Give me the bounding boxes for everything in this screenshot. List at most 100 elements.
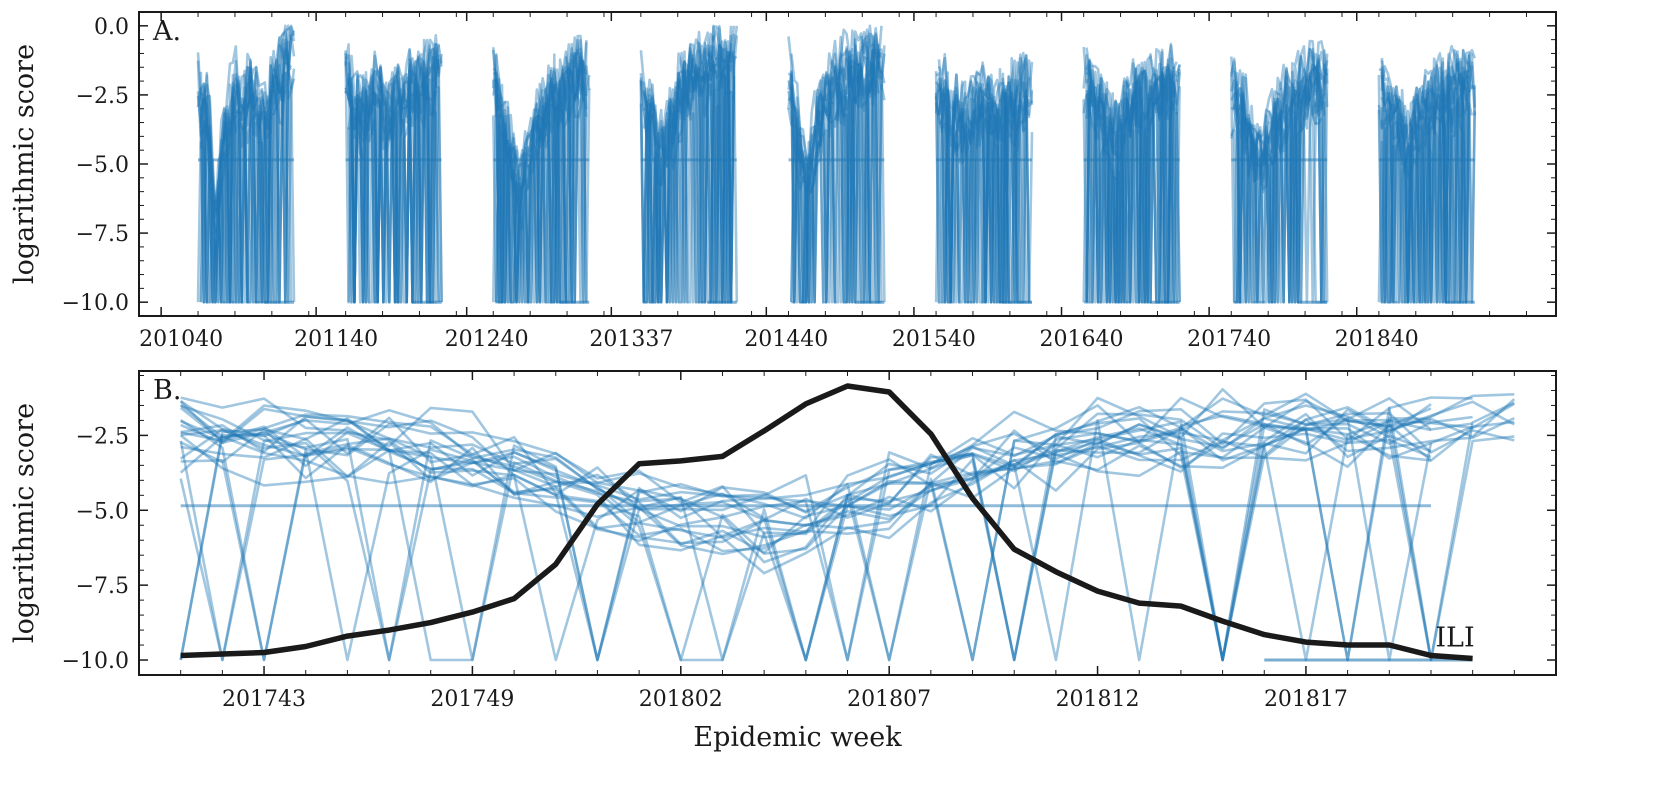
forecast-line bbox=[199, 51, 290, 304]
forecast-line bbox=[1230, 39, 1329, 304]
forecast-line bbox=[1234, 89, 1323, 304]
forecast-line bbox=[1085, 57, 1181, 304]
forecast-line bbox=[1377, 93, 1474, 304]
forecast-line bbox=[791, 48, 882, 304]
forecast-line bbox=[1085, 66, 1181, 304]
forecast-line bbox=[344, 43, 440, 304]
forecast-line bbox=[180, 404, 1433, 662]
forecast-line bbox=[347, 55, 438, 304]
forecast-line bbox=[1232, 72, 1328, 304]
forecast-line bbox=[642, 50, 736, 304]
y-tick-label: −10.0 bbox=[62, 649, 129, 674]
forecast-line bbox=[1232, 44, 1329, 304]
x-tick-label: 201743 bbox=[222, 687, 306, 712]
x-tick-label: 201812 bbox=[1056, 687, 1140, 712]
forecast-line bbox=[938, 91, 1027, 304]
panel-a: 0.0 −2.5 −5.0 −7.5 −10.0 201040 201140 201240 20… bbox=[9, 11, 1557, 352]
forecast-line bbox=[1082, 68, 1181, 304]
forecast-line bbox=[642, 24, 733, 304]
season-201540-lines bbox=[934, 51, 1034, 304]
y-tick-label: −2.5 bbox=[76, 424, 129, 449]
forecast-line bbox=[199, 24, 296, 304]
forecast-line bbox=[1230, 62, 1326, 304]
forecast-line bbox=[199, 70, 293, 304]
forecast-line bbox=[344, 50, 438, 304]
forecast-line bbox=[937, 53, 1030, 304]
forecast-line bbox=[494, 38, 585, 304]
forecast-line bbox=[1380, 50, 1476, 304]
forecast-line bbox=[937, 88, 1032, 304]
season-201040-lines bbox=[196, 24, 296, 304]
panel-a-letter: A. bbox=[152, 16, 181, 47]
forecast-line bbox=[196, 40, 290, 304]
forecast-line bbox=[196, 47, 292, 304]
forecast-line bbox=[199, 71, 296, 304]
forecast-line bbox=[344, 71, 438, 304]
season-201740-lines bbox=[1230, 39, 1329, 304]
forecast-line bbox=[347, 73, 440, 304]
x-tick-label: 201807 bbox=[847, 687, 931, 712]
forecast-line bbox=[1085, 72, 1181, 304]
forecast-line bbox=[344, 47, 443, 304]
forecast-line bbox=[344, 49, 437, 304]
forecast-line bbox=[196, 24, 293, 304]
forecast-line bbox=[787, 35, 879, 304]
forecast-line bbox=[494, 42, 588, 304]
forecast-line bbox=[642, 61, 736, 304]
forecast-line bbox=[937, 57, 1028, 304]
forecast-line bbox=[180, 412, 1432, 662]
ili-label: ILI bbox=[1435, 623, 1474, 654]
forecast-line bbox=[787, 43, 883, 304]
x-tick-label: 201540 bbox=[892, 327, 976, 352]
forecast-line bbox=[347, 38, 440, 304]
forecast-line bbox=[934, 51, 1034, 304]
forecast-line bbox=[347, 43, 438, 304]
forecast-line bbox=[180, 398, 1516, 662]
forecast-line bbox=[1082, 42, 1178, 304]
forecast-line bbox=[1230, 50, 1329, 304]
forecast-line bbox=[790, 24, 883, 304]
forecast-line bbox=[934, 86, 1034, 304]
forecast-line bbox=[790, 28, 883, 304]
panel-b-ylabel: logarithmic score bbox=[9, 403, 40, 643]
forecast-line bbox=[180, 393, 1515, 662]
forecast-line bbox=[1085, 48, 1181, 304]
season-201240-lines bbox=[492, 34, 591, 304]
forecast-line bbox=[790, 33, 886, 304]
forecast-line bbox=[1380, 64, 1477, 304]
x-tick-label: 201337 bbox=[589, 327, 673, 352]
forecast-line bbox=[494, 59, 585, 304]
season-201440-lines bbox=[787, 24, 886, 304]
forecast-line bbox=[492, 58, 588, 304]
forecast-line bbox=[639, 25, 733, 304]
forecast-line bbox=[344, 33, 443, 304]
season-201140-lines bbox=[344, 33, 443, 304]
forecast-line bbox=[179, 419, 1515, 662]
forecast-line bbox=[790, 48, 886, 304]
forecast-line bbox=[642, 49, 738, 304]
forecast-line bbox=[1380, 53, 1477, 304]
forecast-line bbox=[1230, 60, 1326, 304]
forecast-line bbox=[196, 38, 293, 304]
forecast-line bbox=[199, 38, 293, 304]
forecast-line bbox=[199, 49, 293, 304]
forecast-line bbox=[492, 34, 588, 304]
forecast-line bbox=[934, 71, 1028, 304]
forecast-line bbox=[790, 48, 886, 304]
x-tick-label: 201802 bbox=[639, 687, 723, 712]
forecast-line bbox=[196, 68, 296, 304]
forecast-line bbox=[934, 88, 1034, 304]
forecast-line bbox=[1085, 47, 1181, 304]
x-tick-label: 201040 bbox=[139, 327, 223, 352]
forecast-line bbox=[1230, 67, 1326, 304]
forecast-line bbox=[199, 25, 296, 304]
x-tick-label: 201749 bbox=[430, 687, 514, 712]
panel-b-ticks: −2.5 −5.0 −7.5 −10.0 201743 201749 201802 20180… bbox=[62, 371, 1556, 712]
forecast-line bbox=[642, 42, 736, 304]
forecast-line bbox=[179, 397, 1473, 662]
panel-b-xlabel: Epidemic week bbox=[693, 722, 902, 753]
forecast-line bbox=[494, 40, 588, 304]
season-201337-lines bbox=[639, 24, 739, 304]
forecast-line bbox=[1082, 51, 1176, 304]
forecast-line bbox=[494, 59, 591, 304]
